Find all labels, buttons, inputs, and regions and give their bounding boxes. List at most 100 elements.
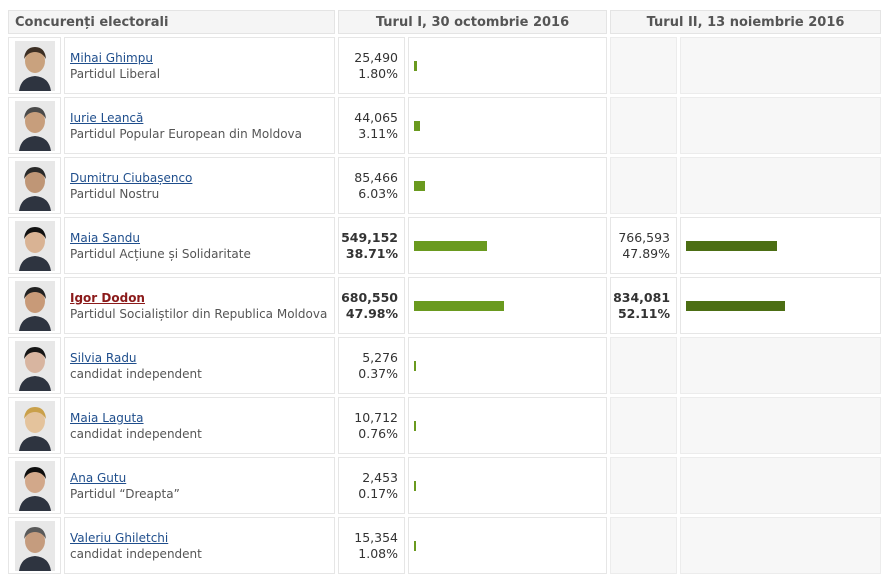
photo-cell xyxy=(8,97,61,154)
candidate-row: Dumitru Ciubașenco Partidul Nostru 85,46… xyxy=(8,157,882,214)
candidate-photo-icon xyxy=(14,460,55,511)
photo-cell xyxy=(8,457,61,514)
round2-bar-cell xyxy=(680,277,882,334)
round1-bar xyxy=(414,300,504,311)
round2-bar-empty xyxy=(680,397,882,454)
round2-values: 766,593 47.89% xyxy=(610,217,678,274)
candidate-party: candidat independent xyxy=(70,366,202,381)
candidate-row: Maia Laguta candidat independent 10,712 … xyxy=(8,397,882,454)
candidate-party: candidat independent xyxy=(70,426,202,441)
candidate-photo-icon xyxy=(14,100,55,151)
candidate-party: Partidul Nostru xyxy=(70,186,160,201)
round2-bar-empty xyxy=(680,517,882,574)
round1-bar-cell xyxy=(408,517,608,574)
name-cell: Iurie Leancă Partidul Popular European d… xyxy=(64,97,335,154)
candidate-party: Partidul “Dreapta” xyxy=(70,486,180,501)
round1-bar xyxy=(414,480,416,491)
round1-values: 15,354 1.08% xyxy=(338,517,405,574)
round2-bar-empty xyxy=(680,97,882,154)
round1-bar-cell xyxy=(408,337,608,394)
photo-cell xyxy=(8,157,61,214)
round1-votes: 25,490 xyxy=(354,49,398,65)
candidate-photo-icon xyxy=(14,520,55,571)
candidate-row: Iurie Leancă Partidul Popular European d… xyxy=(8,97,882,154)
photo-cell xyxy=(8,517,61,574)
round2-values-empty xyxy=(610,157,678,214)
round1-values: 85,466 6.03% xyxy=(338,157,405,214)
candidate-name-link[interactable]: Maia Laguta xyxy=(70,410,144,425)
candidate-row: Mihai Ghimpu Partidul Liberal 25,490 1.8… xyxy=(8,37,882,94)
results-table: Concurenți electorali Turul I, 30 octomb… xyxy=(5,7,884,577)
round2-values-empty xyxy=(610,97,678,154)
round1-bar xyxy=(414,240,487,251)
round1-votes: 680,550 xyxy=(341,289,398,305)
candidate-party: Partidul Liberal xyxy=(70,66,161,81)
round1-percent: 38.71% xyxy=(345,245,398,261)
round1-bar-cell xyxy=(408,157,608,214)
candidate-name-link[interactable]: Mihai Ghimpu xyxy=(70,50,153,65)
header-row: Concurenți electorali Turul I, 30 octomb… xyxy=(8,10,882,34)
candidate-name-link[interactable]: Iurie Leancă xyxy=(70,110,144,125)
round1-votes: 2,453 xyxy=(362,469,398,485)
round1-bar-cell xyxy=(408,457,608,514)
candidate-name-link[interactable]: Ana Gutu xyxy=(70,470,127,485)
round2-bar xyxy=(686,300,786,311)
round2-bar xyxy=(686,240,778,251)
name-cell: Silvia Radu candidat independent xyxy=(64,337,335,394)
round1-bar xyxy=(414,540,416,551)
round2-percent: 47.89% xyxy=(622,245,671,261)
round2-votes: 766,593 xyxy=(618,229,671,245)
round1-votes: 85,466 xyxy=(354,169,398,185)
round1-votes: 44,065 xyxy=(354,109,398,125)
name-cell: Dumitru Ciubașenco Partidul Nostru xyxy=(64,157,335,214)
round2-bar-cell xyxy=(680,217,882,274)
round1-values: 25,490 1.80% xyxy=(338,37,405,94)
photo-cell xyxy=(8,37,61,94)
round1-values: 10,712 0.76% xyxy=(338,397,405,454)
round2-values-empty xyxy=(610,457,678,514)
round2-percent: 52.11% xyxy=(617,305,671,321)
candidate-photo-icon xyxy=(14,220,55,271)
candidate-photo-icon xyxy=(14,280,55,331)
round1-values: 680,550 47.98% xyxy=(338,277,405,334)
round2-bar-empty xyxy=(680,157,882,214)
round1-bar xyxy=(414,120,420,131)
round1-percent: 6.03% xyxy=(358,185,398,201)
candidate-row: Silvia Radu candidat independent 5,276 0… xyxy=(8,337,882,394)
round1-votes: 5,276 xyxy=(362,349,398,365)
candidate-photo-icon xyxy=(14,340,55,391)
name-cell: Mihai Ghimpu Partidul Liberal xyxy=(64,37,335,94)
candidate-party: Partidul Socialiștilor din Republica Mol… xyxy=(70,306,328,321)
candidate-name-link[interactable]: Silvia Radu xyxy=(70,350,137,365)
candidate-row: Igor Dodon Partidul Socialiștilor din Re… xyxy=(8,277,882,334)
round1-bar-cell xyxy=(408,37,608,94)
round2-values: 834,081 52.11% xyxy=(610,277,678,334)
photo-cell xyxy=(8,397,61,454)
round1-percent: 3.11% xyxy=(358,125,398,141)
round1-bar-cell xyxy=(408,277,608,334)
name-cell: Maia Laguta candidat independent xyxy=(64,397,335,454)
photo-cell xyxy=(8,277,61,334)
name-cell: Valeriu Ghiletchi candidat independent xyxy=(64,517,335,574)
candidate-name-link[interactable]: Maia Sandu xyxy=(70,230,141,245)
round2-bar-empty xyxy=(680,457,882,514)
candidate-party: candidat independent xyxy=(70,546,202,561)
round2-values-empty xyxy=(610,397,678,454)
candidate-row: Valeriu Ghiletchi candidat independent 1… xyxy=(8,517,882,574)
round1-votes: 549,152 xyxy=(341,229,398,245)
round2-values-empty xyxy=(610,37,678,94)
candidate-row: Ana Gutu Partidul “Dreapta” 2,453 0.17% xyxy=(8,457,882,514)
round1-percent: 0.76% xyxy=(358,425,398,441)
round1-bar xyxy=(414,360,416,371)
round1-percent: 1.08% xyxy=(358,545,398,561)
candidate-name-link[interactable]: Dumitru Ciubașenco xyxy=(70,170,193,185)
header-round2: Turul II, 13 noiembrie 2016 xyxy=(610,10,882,34)
candidate-photo-icon xyxy=(14,40,55,91)
round2-values-empty xyxy=(610,517,678,574)
candidate-name-link[interactable]: Valeriu Ghiletchi xyxy=(70,530,169,545)
round1-percent: 47.98% xyxy=(345,305,398,321)
round1-votes: 10,712 xyxy=(354,409,398,425)
candidate-name-link[interactable]: Igor Dodon xyxy=(70,290,145,305)
round1-percent: 1.80% xyxy=(358,65,398,81)
results-panel: Concurenți electorali Turul I, 30 octomb… xyxy=(8,10,882,574)
